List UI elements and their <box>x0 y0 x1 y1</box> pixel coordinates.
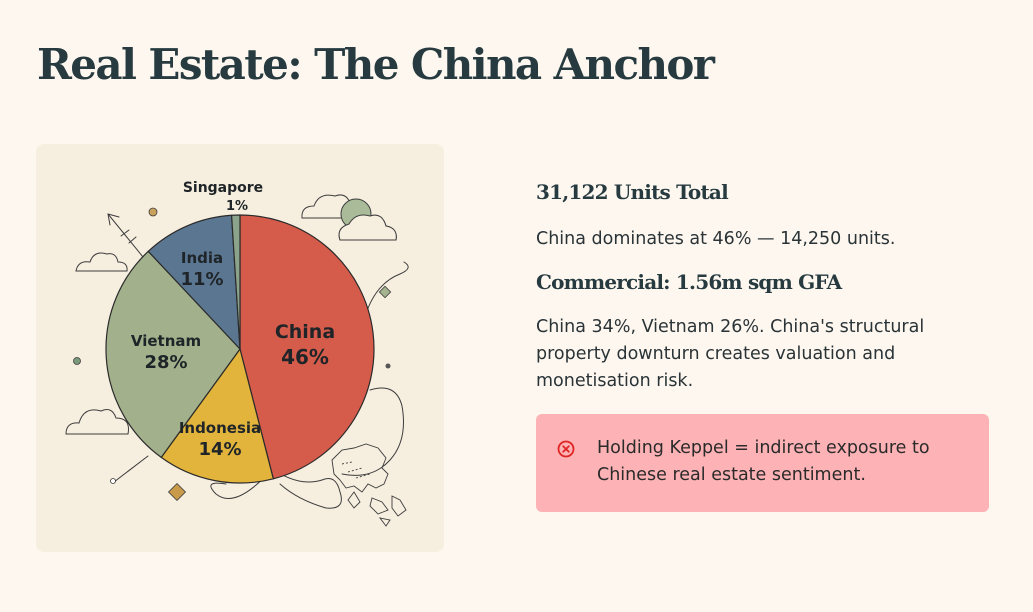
pie-slice-indonesia <box>160 348 274 484</box>
units-heading: 31,122 Units Total <box>536 180 729 204</box>
pie-slice-china <box>239 214 375 480</box>
slice-label-singapore: Singapore <box>183 180 263 196</box>
alert-text: Holding Keppel = indirect exposure to Ch… <box>597 438 930 485</box>
slice-label-china: China <box>275 321 335 343</box>
commercial-text: China 34%, Vietnam 26%. China's structur… <box>536 317 925 391</box>
decorative-doodles <box>65 194 409 509</box>
asia-map-sketch <box>331 443 407 527</box>
slice-label-vietnam: Vietnam <box>131 332 201 350</box>
units-text: China dominates at 46% — 14,250 units. <box>536 229 896 249</box>
pie-slice-singapore <box>230 214 241 350</box>
slice-value-singapore: 1% <box>226 199 248 214</box>
pie-slice-vietnam <box>105 250 241 459</box>
commercial-heading: Commercial: 1.56m sqm GFA <box>536 270 842 294</box>
slice-label-indonesia: Indonesia <box>179 419 261 437</box>
pie-slice-india <box>147 214 241 350</box>
x-circle-icon <box>557 440 575 458</box>
risk-alert: Holding Keppel = indirect exposure to Ch… <box>536 414 989 512</box>
pie-slices <box>105 214 375 484</box>
slice-value-india: 11% <box>180 269 223 290</box>
pie-chart-illustration: China 46% Indonesia 14% Vietnam 28% Indi… <box>36 144 444 552</box>
slice-value-vietnam: 28% <box>144 352 187 373</box>
slice-label-india: India <box>181 249 223 267</box>
slice-value-indonesia: 14% <box>198 439 241 460</box>
slice-value-china: 46% <box>281 345 329 369</box>
page-title: Real Estate: The China Anchor <box>37 40 715 89</box>
decorative-shapes <box>73 198 397 502</box>
